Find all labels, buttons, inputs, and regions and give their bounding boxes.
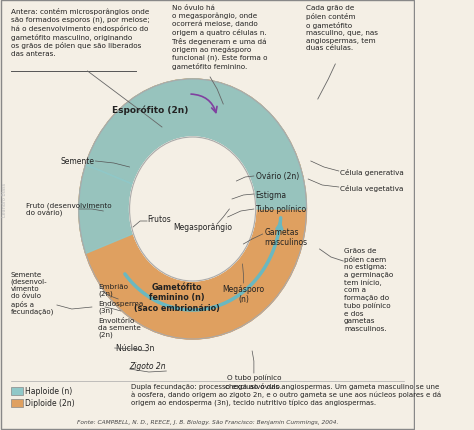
Circle shape: [129, 138, 255, 281]
Text: No óvulo há
o megasporângio, onde
ocorrerá meiose, dando
origem a quatro células: No óvulo há o megasporângio, onde ocorre…: [172, 5, 267, 70]
Text: Gametófito
feminino (n)
(saco embrionário): Gametófito feminino (n) (saco embrionári…: [134, 283, 220, 312]
Text: Leandro Blass: Leandro Blass: [2, 182, 7, 217]
Text: Envoltório
da semente
(2n): Envoltório da semente (2n): [98, 317, 141, 338]
Wedge shape: [129, 185, 192, 234]
Circle shape: [129, 138, 255, 281]
Text: O tubo polínico
chega ao óvulo.: O tubo polínico chega ao óvulo.: [226, 374, 283, 389]
Circle shape: [79, 80, 306, 339]
Wedge shape: [86, 80, 306, 209]
Text: Megásporo
(n): Megásporo (n): [222, 284, 264, 304]
Text: Embrião
(2n): Embrião (2n): [98, 283, 128, 297]
Text: Antera: contém microsporângios onde
são formados esporos (n), por meiose;
há o d: Antera: contém microsporângios onde são …: [10, 8, 149, 57]
Text: Grãos de
pólen caem
no estigma:
a germinação
tem início,
com a
formação do
tubo : Grãos de pólen caem no estigma: a germin…: [344, 247, 393, 331]
Wedge shape: [133, 138, 255, 209]
Text: Diploide (2n): Diploide (2n): [26, 399, 75, 408]
Text: Frutos: Frutos: [147, 215, 171, 224]
Text: Célula vegetativa: Célula vegetativa: [340, 184, 403, 191]
Text: Esporófito (2n): Esporófito (2n): [112, 105, 189, 114]
Text: Semente
(desenvol-
vimento
do óvulo
após a
fecundação): Semente (desenvol- vimento do óvulo após…: [10, 271, 54, 314]
Wedge shape: [79, 165, 192, 254]
FancyBboxPatch shape: [10, 387, 23, 395]
Text: Gametas
masculinos: Gametas masculinos: [264, 227, 308, 247]
Text: Endosperma
(3n): Endosperma (3n): [98, 300, 143, 314]
Text: Semente: Semente: [61, 157, 94, 166]
Text: Estigma: Estigma: [255, 190, 287, 199]
Text: Núcleo 3n: Núcleo 3n: [116, 344, 154, 353]
Text: Dupla fecundação: processo exclusivo das angiospermas. Um gameta masculino se un: Dupla fecundação: processo exclusivo das…: [131, 383, 441, 406]
FancyBboxPatch shape: [10, 399, 23, 407]
Text: Tubo polínico: Tubo polínico: [255, 205, 306, 214]
Text: Fonte: CAMPBELL, N. D., REECE, J. B. Biology. São Francisco: Benjamin Cummings, : Fonte: CAMPBELL, N. D., REECE, J. B. Bio…: [77, 419, 338, 424]
Text: Fruto (desenvolvimento
do ovário): Fruto (desenvolvimento do ovário): [26, 202, 112, 217]
Text: Ovário (2n): Ovário (2n): [255, 172, 299, 181]
Text: Célula generativa: Célula generativa: [340, 168, 403, 175]
Text: Zigoto 2n: Zigoto 2n: [129, 362, 166, 371]
Circle shape: [79, 80, 306, 339]
Text: Haploide (n): Haploide (n): [26, 387, 73, 396]
Text: Megasporângio: Megasporângio: [173, 223, 233, 232]
Text: Cada grão de
pólen contém
o gametófito
masculino, que, nas
angiospermas, tem
dua: Cada grão de pólen contém o gametófito m…: [306, 5, 378, 51]
